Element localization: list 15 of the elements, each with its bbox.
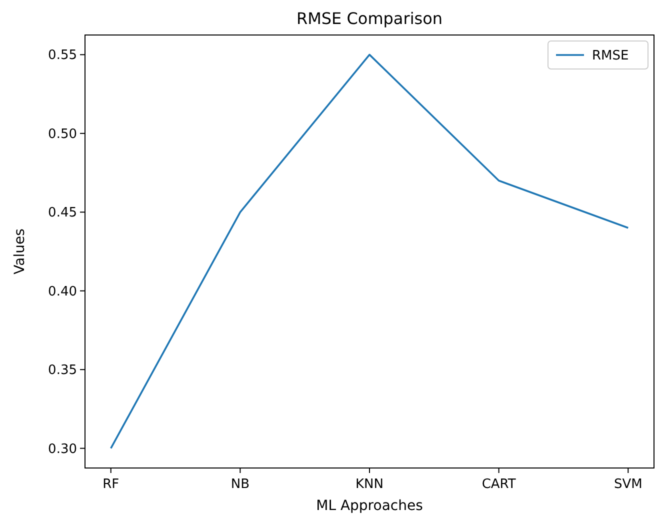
x-axis-title: ML Approaches	[316, 498, 423, 514]
x-tick-label: SVM	[614, 477, 642, 492]
y-tick-label: 0.30	[48, 442, 77, 457]
x-tick-label: NB	[230, 477, 250, 492]
y-tick-label: 0.50	[48, 126, 77, 142]
y-axis-title: Values	[12, 228, 28, 274]
y-tick-label: 0.45	[48, 206, 77, 221]
x-tick-label: KNN	[356, 477, 384, 492]
y-tick-label: 0.35	[48, 363, 77, 378]
y-tick-label: 0.40	[48, 284, 77, 300]
x-tick-label: CART	[482, 477, 516, 492]
x-tick-label: RF	[102, 477, 120, 492]
y-tick-label: 0.55	[48, 48, 77, 64]
chart-title: RMSE Comparison	[296, 9, 443, 28]
legend-label: RMSE	[592, 48, 629, 64]
